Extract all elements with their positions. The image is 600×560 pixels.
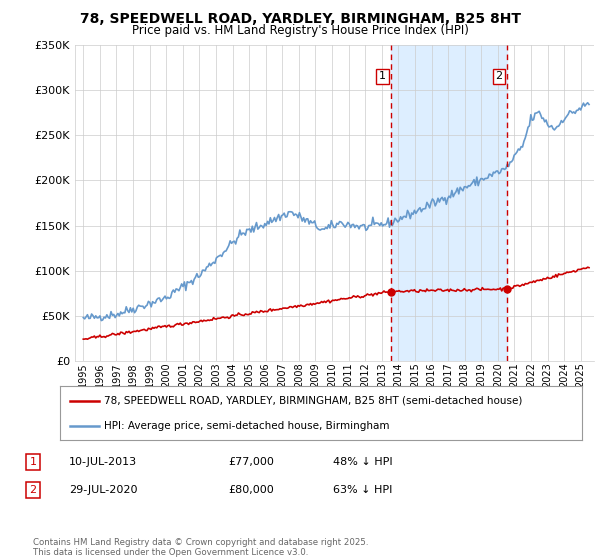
Text: 10-JUL-2013: 10-JUL-2013 [69, 457, 137, 467]
Text: 2: 2 [496, 72, 503, 81]
Text: 29-JUL-2020: 29-JUL-2020 [69, 485, 137, 495]
Text: Price paid vs. HM Land Registry's House Price Index (HPI): Price paid vs. HM Land Registry's House … [131, 24, 469, 36]
Text: 78, SPEEDWELL ROAD, YARDLEY, BIRMINGHAM, B25 8HT (semi-detached house): 78, SPEEDWELL ROAD, YARDLEY, BIRMINGHAM,… [104, 396, 523, 406]
Text: £80,000: £80,000 [228, 485, 274, 495]
Text: 2: 2 [29, 485, 37, 495]
Text: 78, SPEEDWELL ROAD, YARDLEY, BIRMINGHAM, B25 8HT: 78, SPEEDWELL ROAD, YARDLEY, BIRMINGHAM,… [79, 12, 521, 26]
Text: Contains HM Land Registry data © Crown copyright and database right 2025.
This d: Contains HM Land Registry data © Crown c… [33, 538, 368, 557]
Text: 1: 1 [379, 72, 386, 81]
Text: 63% ↓ HPI: 63% ↓ HPI [333, 485, 392, 495]
Text: 48% ↓ HPI: 48% ↓ HPI [333, 457, 392, 467]
Text: HPI: Average price, semi-detached house, Birmingham: HPI: Average price, semi-detached house,… [104, 421, 390, 431]
Bar [391, 45, 507, 361]
Text: £77,000: £77,000 [228, 457, 274, 467]
Text: 1: 1 [29, 457, 37, 467]
